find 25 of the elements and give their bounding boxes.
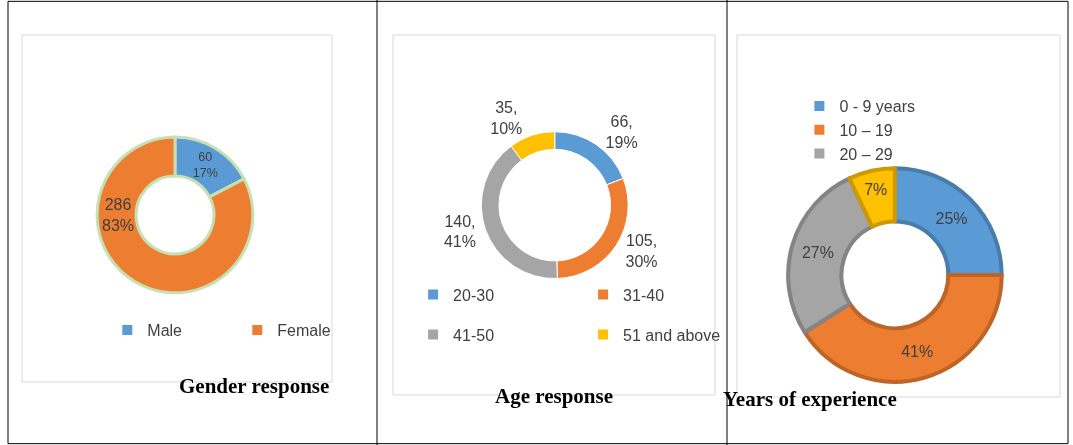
- legend-label: 51 and above: [623, 326, 721, 344]
- text: Age response: [495, 384, 614, 408]
- data-label: 41%: [901, 343, 934, 361]
- data-label: 105, 30%: [625, 232, 658, 271]
- data-label: 286 83%: [102, 196, 135, 234]
- legend-label: 31-40: [623, 286, 665, 304]
- data-label: 27%: [801, 244, 834, 262]
- legend-label: 41-50: [453, 326, 495, 344]
- donut-slice: [802, 273, 1004, 384]
- donut-slice: [847, 166, 897, 229]
- legend-label: Male: [147, 322, 183, 340]
- donut-slice: [95, 135, 255, 295]
- text: Gender response: [179, 374, 330, 398]
- data-label: 7%: [864, 180, 888, 198]
- data-label: 25%: [935, 209, 968, 227]
- data-label: 140, 41%: [443, 212, 476, 251]
- legend-label: Female: [277, 322, 331, 340]
- legend-label: 0 - 9 years: [839, 98, 915, 116]
- text: Years of experience: [723, 387, 897, 411]
- data-label: 35, 10%: [490, 99, 523, 138]
- data-label: 66, 19%: [605, 112, 638, 151]
- legend-label: 10 – 19: [839, 121, 893, 139]
- data-label: 60 17%: [192, 150, 218, 181]
- legend-label: 20 – 29: [839, 145, 893, 163]
- legend-label: 20-30: [453, 286, 495, 304]
